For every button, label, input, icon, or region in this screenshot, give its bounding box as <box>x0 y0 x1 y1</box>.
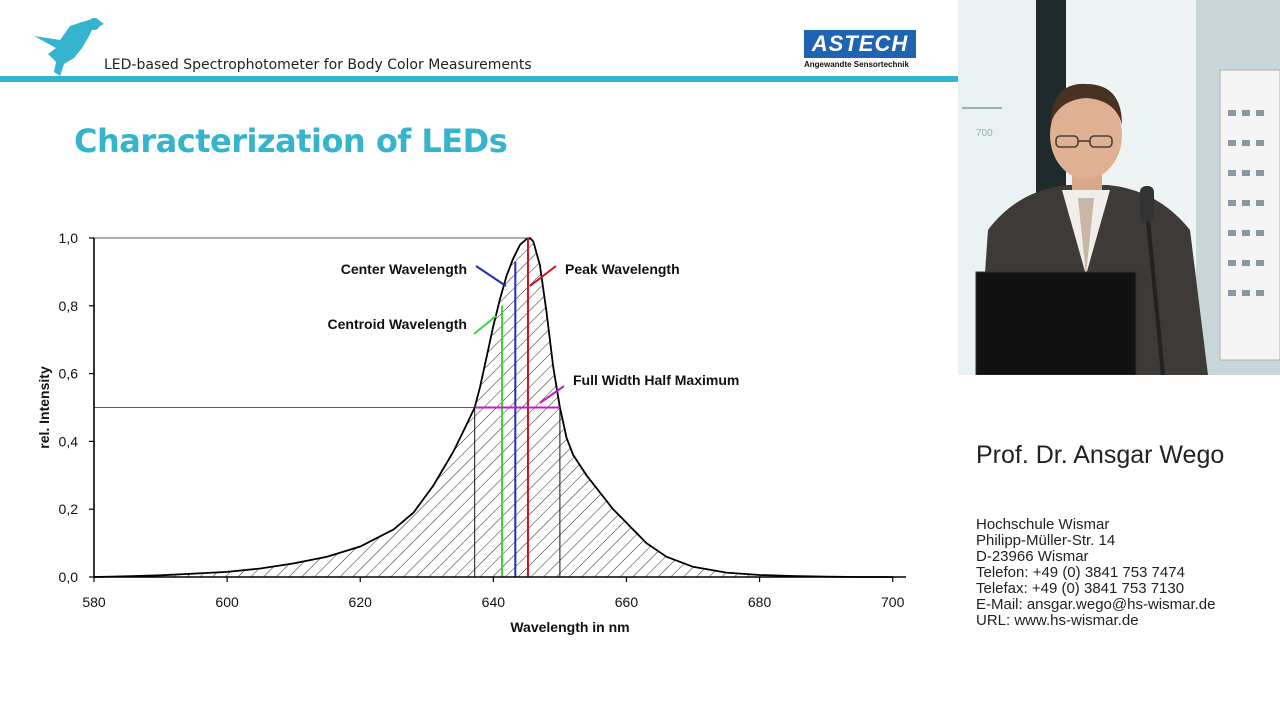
x-tick-label: 600 <box>215 594 239 610</box>
y-tick-label: 1,0 <box>59 230 79 246</box>
centroid-wavelength-pointer <box>473 315 497 335</box>
speaker-video: 700 <box>958 0 1280 375</box>
x-axis-label: Wavelength in nm <box>510 619 629 635</box>
x-tick-label: 660 <box>615 594 639 610</box>
astech-logo: ASTECH Angewandte Sensortechnik <box>804 30 916 69</box>
y-axis-label: rel. Intensity <box>36 366 52 449</box>
center-wavelength-label: Center Wavelength <box>341 261 467 277</box>
y-tick-label: 0,8 <box>59 298 79 314</box>
address-line: Hochschule Wismar <box>976 516 1110 533</box>
address-line: Philipp-Müller-Str. 14 <box>976 532 1116 549</box>
fwhm-pointer <box>539 385 565 404</box>
bird-logo-icon <box>34 18 104 76</box>
slide-title: Characterization of LEDs <box>74 122 508 160</box>
centroid-wavelength-label: Centroid Wavelength <box>328 316 468 332</box>
video-wall-label: 700 <box>976 128 993 139</box>
y-tick-label: 0,4 <box>59 433 79 449</box>
peak-wavelength-pointer <box>529 265 557 287</box>
presentation-slide: LED-based Spectrophotometer for Body Col… <box>0 18 958 635</box>
peak-wavelength-label: Peak Wavelength <box>565 261 680 277</box>
x-tick-label: 620 <box>349 594 373 610</box>
center-wavelength-pointer <box>475 265 507 287</box>
speaker-address: Hochschule Wismar Philipp-Müller-Str. 14… <box>976 517 1216 629</box>
header-title: LED-based Spectrophotometer for Body Col… <box>104 57 532 73</box>
address-line: E-Mail: ansgar.wego@hs-wismar.de <box>976 596 1216 613</box>
x-tick-label: 700 <box>881 594 905 610</box>
y-tick-label: 0,2 <box>59 501 79 517</box>
address-line: Telefon: +49 (0) 3841 753 7474 <box>976 564 1185 581</box>
x-tick-label: 680 <box>748 594 772 610</box>
address-line: D-23966 Wismar <box>976 548 1089 565</box>
spectrum-curve <box>93 236 893 578</box>
address-line: Telefax: +49 (0) 3841 753 7130 <box>976 580 1185 597</box>
astech-logo-subtitle: Angewandte Sensortechnik <box>804 60 909 69</box>
y-tick-label: 0,6 <box>59 366 79 382</box>
speaker-name: Prof. Dr. Ansgar Wego <box>976 441 1225 469</box>
speaker-video-frame: 700 <box>958 0 1280 375</box>
y-tick-label: 0,0 <box>59 569 79 585</box>
x-tick-label: 580 <box>82 594 106 610</box>
spectrum-chart: 580 600 620 640 660 680 700 0,0 0,2 0,4 0,6 0,8 1,0 W… <box>36 230 906 635</box>
astech-logo-text: ASTECH <box>804 30 916 58</box>
address-line: URL: www.hs-wismar.de <box>976 612 1139 629</box>
x-tick-label: 640 <box>482 594 506 610</box>
speaker-info-panel: Prof. Dr. Ansgar Wego Hochschule Wismar … <box>958 375 1280 717</box>
fwhm-label: Full Width Half Maximum <box>573 372 739 388</box>
header-bar <box>0 76 958 82</box>
